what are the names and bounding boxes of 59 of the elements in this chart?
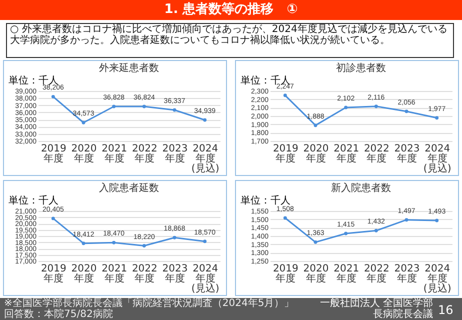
x-tick-label: 2019年度: [272, 144, 298, 164]
x-tick-label: 2022年度: [364, 144, 390, 164]
point: [435, 116, 439, 120]
y-axis-title: 単位：千人: [240, 194, 290, 206]
point: [82, 120, 86, 124]
point: [82, 242, 86, 246]
point: [51, 216, 55, 220]
text: 16: [438, 303, 454, 317]
point: [374, 104, 378, 108]
x-tick-label: 2019年度: [272, 264, 298, 284]
point: [435, 218, 439, 222]
y-axis-title: 単位：千人: [8, 194, 58, 206]
point: [314, 240, 318, 244]
x-tick-label: 2022年度: [132, 144, 158, 164]
x-tick-label: 2022年度: [132, 264, 158, 284]
x-tick-label: 2024年度 (見込): [423, 144, 452, 174]
chart-title: 入院患者延数: [99, 182, 159, 194]
x-tick-label: 2023年度: [394, 144, 420, 164]
x-tick-label: 2021年度: [102, 144, 128, 164]
x-tick-label: 2024年度 (見込): [423, 264, 452, 294]
x-tick-label: 2024年度 (見込): [191, 144, 220, 174]
x-tick-label: 2021年度: [334, 264, 360, 284]
text: ※全国医学部長病院長会議「病院経営状況調査（2024年5月）」回答数：本院75/82病院: [4, 298, 296, 320]
point: [344, 106, 348, 110]
x-tick-label: 2019年度: [40, 264, 66, 284]
x-tick-label: 2023年度: [394, 264, 420, 284]
x-tick-label: 2024年度 (見込): [191, 264, 220, 294]
point: [172, 108, 176, 112]
point: [374, 228, 378, 232]
point: [344, 232, 348, 236]
point: [203, 118, 207, 122]
x-tick-label: 2019年度: [40, 144, 66, 164]
point: [283, 216, 287, 220]
chart-title: 外来延患者数: [99, 62, 159, 74]
point: [172, 236, 176, 240]
point: [283, 94, 287, 98]
x-tick-label: 2020年度: [303, 264, 329, 284]
x-tick-label: 2021年度: [102, 264, 128, 284]
point: [404, 218, 408, 222]
point: [203, 240, 207, 244]
point: [314, 124, 318, 128]
chart-title: 新入院患者数: [331, 182, 391, 194]
chart-title: 初診患者数: [336, 62, 386, 74]
x-tick-label: 2020年度: [303, 144, 329, 164]
text: 1. 患者数等の推移 ①: [0, 0, 462, 20]
x-tick-label: 2022年度: [364, 264, 390, 284]
x-tick-label: 2020年度: [71, 264, 97, 284]
point: [112, 104, 116, 108]
x-tick-label: 2023年度: [162, 264, 188, 284]
text: 一般社団法人 全国医学部長病院長会議: [318, 298, 433, 320]
point: [51, 94, 55, 98]
x-tick-label: 2023年度: [162, 144, 188, 164]
x-tick-label: 2021年度: [334, 144, 360, 164]
text: ○ 外来患者数はコロナ禍に比べて増加傾向ではあったが、2024年度見込では減少を見込んでいる大学病院が多かった。入院患者延数についてもコロナ禍以降低い状況が続いている。: [6, 23, 454, 58]
point: [142, 244, 146, 248]
x-tick-label: 2020年度: [71, 144, 97, 164]
point: [112, 240, 116, 244]
point: [142, 104, 146, 108]
point: [404, 110, 408, 114]
